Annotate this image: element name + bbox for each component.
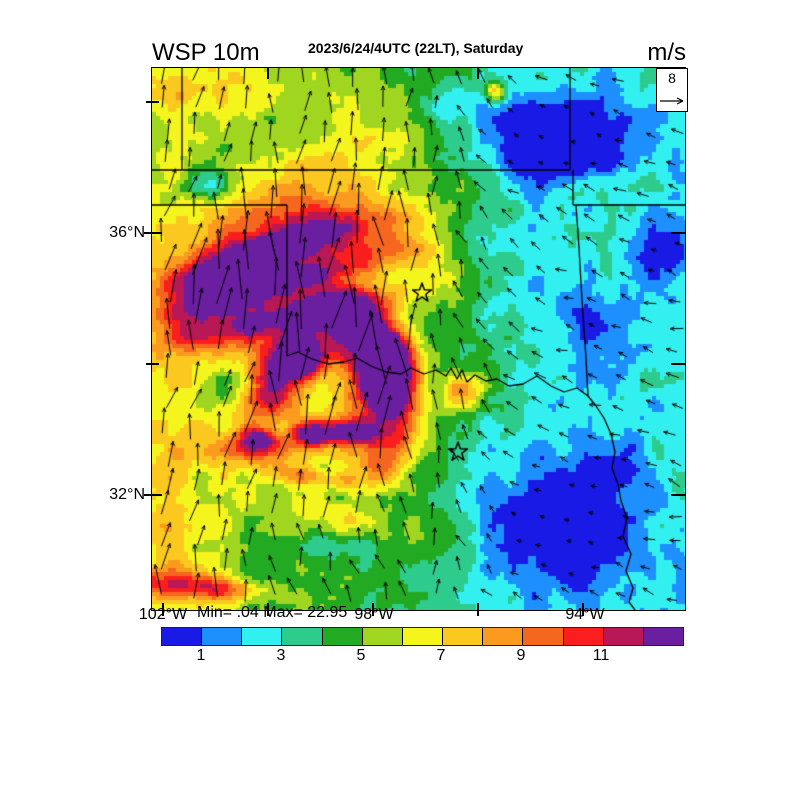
- colorbar-tick: 9: [516, 647, 526, 664]
- units-label: m/s: [647, 39, 686, 66]
- lat-tick: [146, 363, 159, 365]
- lat-tick: [144, 494, 162, 496]
- lon-tick: [372, 603, 374, 616]
- colorbar-tick: 1: [196, 647, 206, 664]
- lon-label-98w: 98°W: [354, 606, 394, 623]
- colorbar-tick: 11: [592, 647, 610, 664]
- reference-vector-box: 8: [656, 68, 688, 112]
- lon-tick: [582, 603, 584, 616]
- colorbar-segment-3: [282, 628, 323, 645]
- right-arrow-icon: [660, 97, 684, 105]
- lat-tick: [671, 363, 685, 365]
- lon-label-94w: 94°W: [565, 606, 605, 623]
- lat-tick: [144, 232, 162, 234]
- colorbar-segment-0: [162, 628, 203, 645]
- colorbar-segment-11: [603, 628, 644, 645]
- colorbar-segment-2: [242, 628, 283, 645]
- lon-tick: [162, 603, 164, 616]
- map-frame: [151, 67, 686, 611]
- title-datetime: 2023/6/24/4UTC (22LT), Saturday: [308, 40, 524, 56]
- colorbar-segment-12: [643, 628, 684, 645]
- lat-label-32n: 32°N: [109, 486, 145, 503]
- lon-tick: [477, 68, 479, 79]
- field-label: WSP 10m: [152, 39, 260, 66]
- colorbar-segment-1: [202, 628, 243, 645]
- colorbar-tick: 3: [276, 647, 286, 664]
- lon-tick: [267, 68, 269, 79]
- colorbar-tick: 5: [356, 647, 366, 664]
- colorbar: [161, 627, 684, 646]
- lon-tick: [477, 603, 479, 616]
- colorbar-tick: 7: [436, 647, 446, 664]
- wind-speed-map-canvas: [152, 68, 685, 610]
- lat-tick: [671, 494, 685, 496]
- colorbar-segment-10: [563, 628, 604, 645]
- colorbar-segment-9: [523, 628, 564, 645]
- minmax-stats-label: Min= .04 Max= 22.95: [197, 604, 348, 621]
- colorbar-segment-5: [362, 628, 403, 645]
- lat-label-36n: 36°N: [109, 224, 145, 241]
- colorbar-segment-4: [322, 628, 363, 645]
- colorbar-segment-6: [402, 628, 444, 645]
- colorbar-segment-8: [483, 628, 524, 645]
- lat-tick: [671, 232, 685, 234]
- lat-tick: [146, 101, 159, 103]
- reference-vector-value: 8: [668, 70, 676, 86]
- colorbar-segment-7: [443, 628, 484, 645]
- lon-tick: [267, 603, 269, 616]
